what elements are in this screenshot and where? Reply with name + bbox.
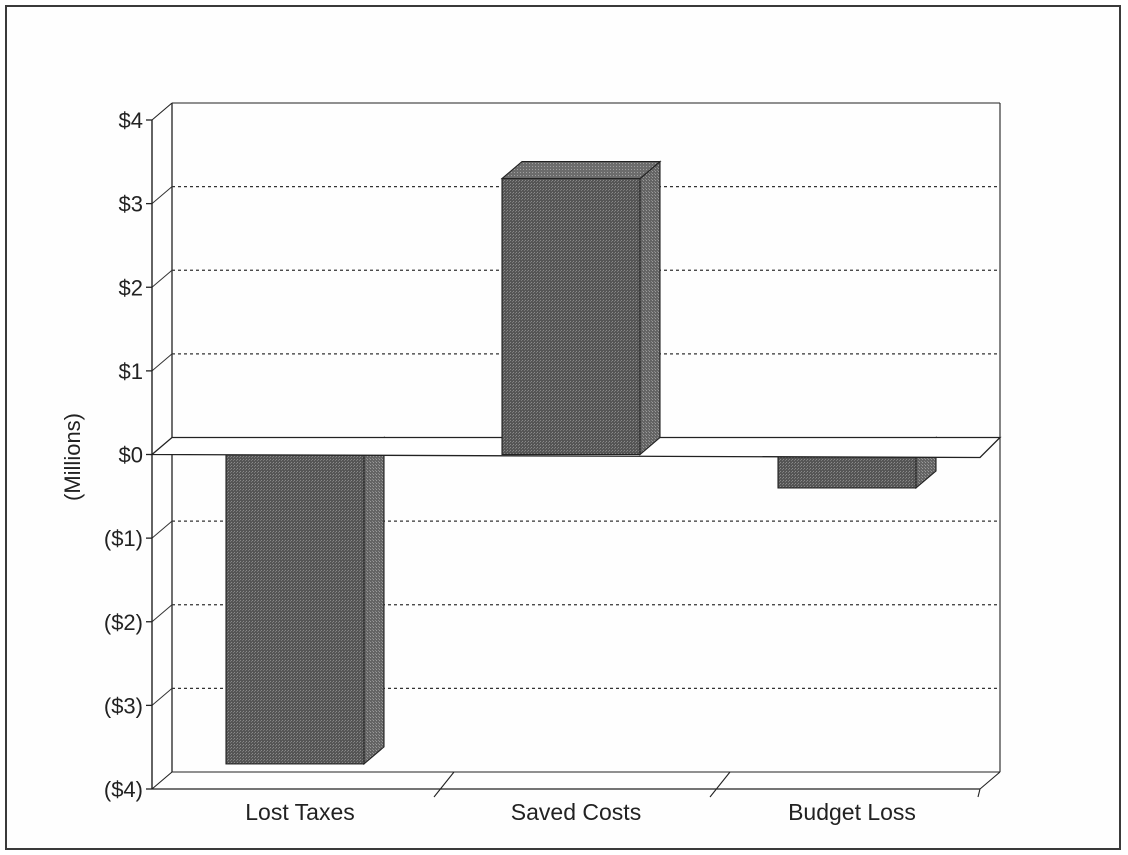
category-labels: Lost Taxes Saved Costs Budget Loss bbox=[245, 799, 916, 825]
plot-walls bbox=[151, 102, 1001, 798]
category-label: Lost Taxes bbox=[245, 799, 355, 825]
y-tick-label: $1 bbox=[119, 359, 143, 384]
y-tick-label: ($2) bbox=[104, 610, 143, 635]
y-tick-label: $2 bbox=[119, 275, 143, 300]
y-tick-label: $0 bbox=[119, 443, 143, 468]
y-tick-label: $4 bbox=[119, 108, 143, 133]
y-tick-labels: $4 $3 $2 $1 $0 ($1) ($2) ($3) ($4) bbox=[104, 108, 143, 802]
y-tick-label: ($3) bbox=[104, 693, 143, 718]
category-label: Budget Loss bbox=[788, 799, 916, 825]
y-tick-label: ($4) bbox=[104, 777, 143, 802]
bars-below-zero bbox=[224, 436, 938, 766]
bars-above-zero bbox=[500, 160, 662, 456]
bar-lost-taxes bbox=[224, 436, 386, 766]
y-axis-label: (Millions) bbox=[60, 413, 85, 501]
y-tick-label: $3 bbox=[119, 192, 143, 217]
category-label: Saved Costs bbox=[511, 799, 641, 825]
bar-saved-costs bbox=[500, 160, 662, 456]
y-tick-label: ($1) bbox=[104, 526, 143, 551]
